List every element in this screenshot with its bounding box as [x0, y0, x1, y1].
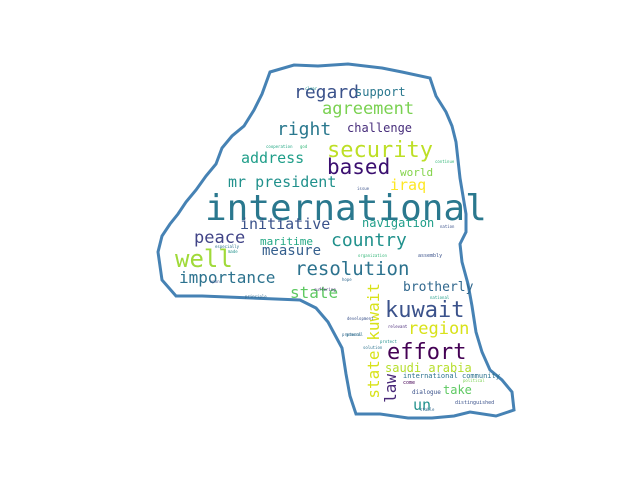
word-take: take — [443, 383, 472, 397]
word-god: god — [300, 144, 308, 149]
word-effort: effort — [387, 340, 467, 365]
word-national: national — [430, 295, 450, 300]
word-stable: stable — [420, 407, 435, 412]
word-well: well — [175, 245, 233, 273]
word-initiative: initiative — [240, 215, 331, 233]
word-issue: issue — [357, 186, 370, 191]
word-kuwait: kuwait — [385, 298, 465, 323]
word-world: world — [400, 166, 434, 179]
word-organization: organization — [358, 253, 387, 258]
word-assembly: assembly — [418, 253, 443, 259]
word-relevant: relevant — [388, 324, 408, 329]
word-international-community: international community — [403, 372, 500, 380]
word-made: made — [228, 249, 238, 254]
word-right: right — [277, 119, 332, 140]
word-law: law — [381, 374, 400, 403]
word-mr-president: mr president — [228, 173, 337, 191]
word-hope: hope — [342, 277, 352, 282]
word-solution: solution — [363, 345, 383, 350]
word-political: political — [463, 378, 485, 383]
word-continue: continue — [435, 159, 455, 164]
word-maritime: maritime — [260, 235, 313, 248]
word-suffering: suffering — [314, 287, 336, 292]
word-upon: upon — [210, 279, 220, 284]
word-protocol: protocol — [342, 332, 362, 337]
word-address: address — [241, 149, 305, 167]
word-brotherly: brotherly — [403, 280, 474, 295]
word-navigation: navigation — [362, 216, 435, 230]
word-general: general — [346, 332, 363, 337]
word-region: region — [408, 319, 470, 339]
word-challenge: challenge — [347, 121, 413, 135]
word-iraq: iraq — [390, 176, 427, 194]
word-saudi-arabia: saudi arabia — [385, 361, 472, 375]
word-importance: importance — [179, 268, 276, 287]
word-country: country — [331, 230, 407, 251]
word-principle: principle — [245, 294, 267, 299]
word-international: international — [205, 188, 487, 229]
word-dialogue: dialogue — [412, 389, 441, 396]
word-development: development — [347, 316, 374, 321]
word-distinguished: distinguished — [455, 400, 495, 406]
word-come: come — [403, 380, 416, 386]
word-protect: protect — [380, 339, 397, 344]
word-cooperation: cooperation — [266, 144, 293, 149]
word-state: state — [290, 283, 339, 302]
word-clear: clear — [305, 86, 318, 91]
word-agreement: agreement — [322, 99, 415, 119]
word-support: support — [355, 85, 406, 99]
word-nation: nation — [440, 224, 455, 229]
word-un: un — [413, 396, 432, 414]
word-based: based — [327, 155, 391, 179]
word-security: security — [327, 138, 433, 163]
word-measure: measure — [262, 243, 322, 259]
word-regard: regard — [294, 82, 360, 103]
word-peace: peace — [194, 228, 246, 248]
outline-path — [156, 62, 516, 420]
word-resolution: resolution — [295, 258, 410, 280]
word-especially: especially — [215, 244, 240, 249]
